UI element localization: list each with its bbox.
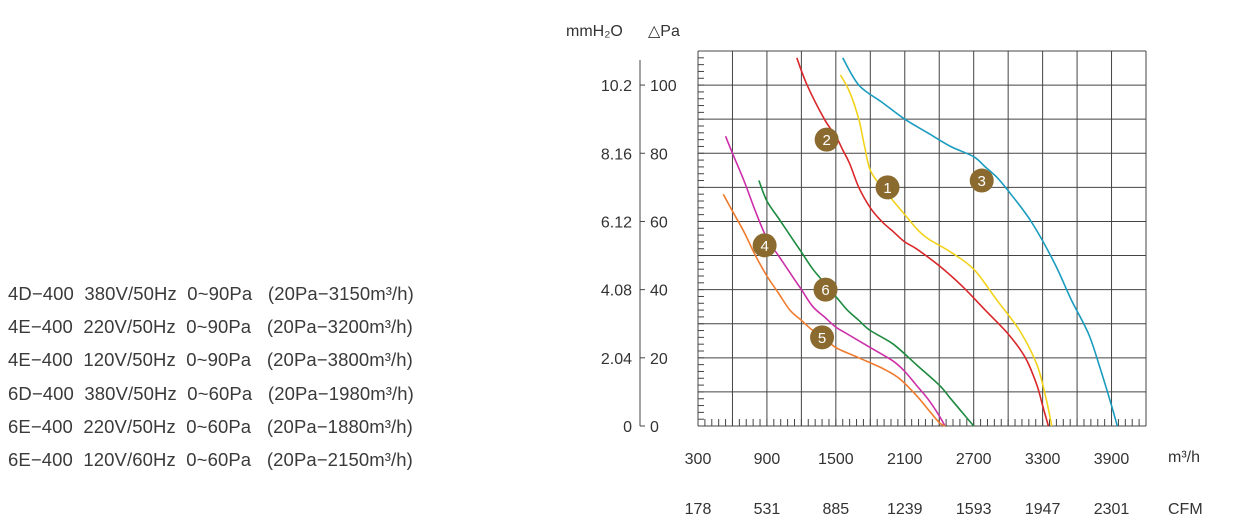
x-tick-label-m3h: 3300 [1025,451,1061,468]
plot-axes: 0 0 20 2.04 40 4.08 60 6.12 80 8.16 100 10.2 300 178 9… [601,50,1147,518]
curve-3 [842,57,1119,427]
curve-badge-5: 5 [810,325,835,350]
curve-badge-2: 2 [814,127,839,152]
y-tick-label-mmh2o: 8.16 [601,146,632,163]
x-tick-label-m3h: 300 [685,451,712,468]
y-tick-label-mmh2o: 10.2 [601,78,632,95]
y-tick-label-pa: 0 [650,419,659,436]
x-unit-m3h: m³/h [1168,449,1200,466]
x-tick-label-cfm: 1593 [956,501,992,518]
x-tick-label-cfm: 178 [685,501,712,518]
badge-label: 5 [818,330,826,347]
x-unit-cfm: CFM [1168,501,1203,518]
badge-label: 3 [978,173,986,190]
curve-badge-6: 6 [813,277,838,302]
x-tick-label-cfm: 1239 [887,501,923,518]
badge-circle [813,277,838,302]
curve-4 [724,135,946,427]
badge-label: 4 [760,238,768,255]
y-tick-label-mmh2o: 4.08 [601,283,632,300]
curve-1 [839,74,1053,427]
legend-row-4d-400-380v: 4D−400 380V/50Hz 0~90Pa (20Pa−3150m³/h) [8,283,414,304]
y-unit-pa: △Pa [648,23,680,40]
x-tick-label-m3h: 1500 [818,451,854,468]
y-tick-label-pa: 80 [650,146,668,163]
x-tick-label-m3h: 2100 [887,451,923,468]
curve-5 [722,193,946,427]
badge-circle [814,127,839,152]
badge-circle [752,233,777,258]
legend-row-6e-400-120v: 6E−400 120V/60Hz 0~60Pa (20Pa−2150m³/h) [8,448,413,470]
y-unit-mmh2o: mmH₂O [566,23,623,40]
performance-curves [722,57,1119,427]
x-tick-label-m3h: 2700 [956,451,992,468]
badge-label: 6 [821,282,829,299]
y-tick-label-mmh2o: 0 [623,419,632,436]
curve-6 [758,180,975,427]
x-tick-label-cfm: 1947 [1025,501,1061,518]
y-tick-label-mmh2o: 2.04 [601,351,632,368]
curve-badge-3: 3 [969,168,994,193]
y-tick-label-pa: 40 [650,283,668,300]
x-tick-label-m3h: 900 [754,451,781,468]
y-tick-label-mmh2o: 6.12 [601,214,632,231]
y-tick-label-pa: 20 [650,351,668,368]
x-tick-label-cfm: 885 [822,501,849,518]
curve-badge-1: 1 [875,175,900,200]
badge-circle [875,175,900,200]
x-tick-label-cfm: 2301 [1094,501,1130,518]
legend-row-4e-400-120v: 4E−400 120V/50Hz 0~90Pa (20Pa−3800m³/h) [8,349,413,371]
legend-row-4e-400-220v: 4E−400 220V/50Hz 0~90Pa (20Pa−3200m³/h) [8,316,413,338]
legend-row-6d-400-380v: 6D−400 380V/50Hz 0~60Pa (20Pa−1980m³/h) [8,382,414,404]
curve-badge-4: 4 [752,233,777,258]
x-tick-label-cfm: 531 [754,501,781,518]
badge-circle [969,168,994,193]
legend-row-6e-400-220v: 6E−400 220V/50Hz 0~60Pa (20Pa−1880m³/h) [8,415,413,437]
badge-label: 2 [822,132,830,149]
model-legend: 4D−400 380V/50Hz 0~90Pa (20Pa−3150m³/h) … [8,283,414,482]
badge-circle [810,325,835,350]
badge-label: 1 [883,180,891,197]
x-tick-label-m3h: 3900 [1094,451,1130,468]
y-tick-label-pa: 100 [650,78,677,95]
curve-markers: 1 2 3 4 5 6 [752,127,994,350]
y-tick-label-pa: 60 [650,214,668,231]
